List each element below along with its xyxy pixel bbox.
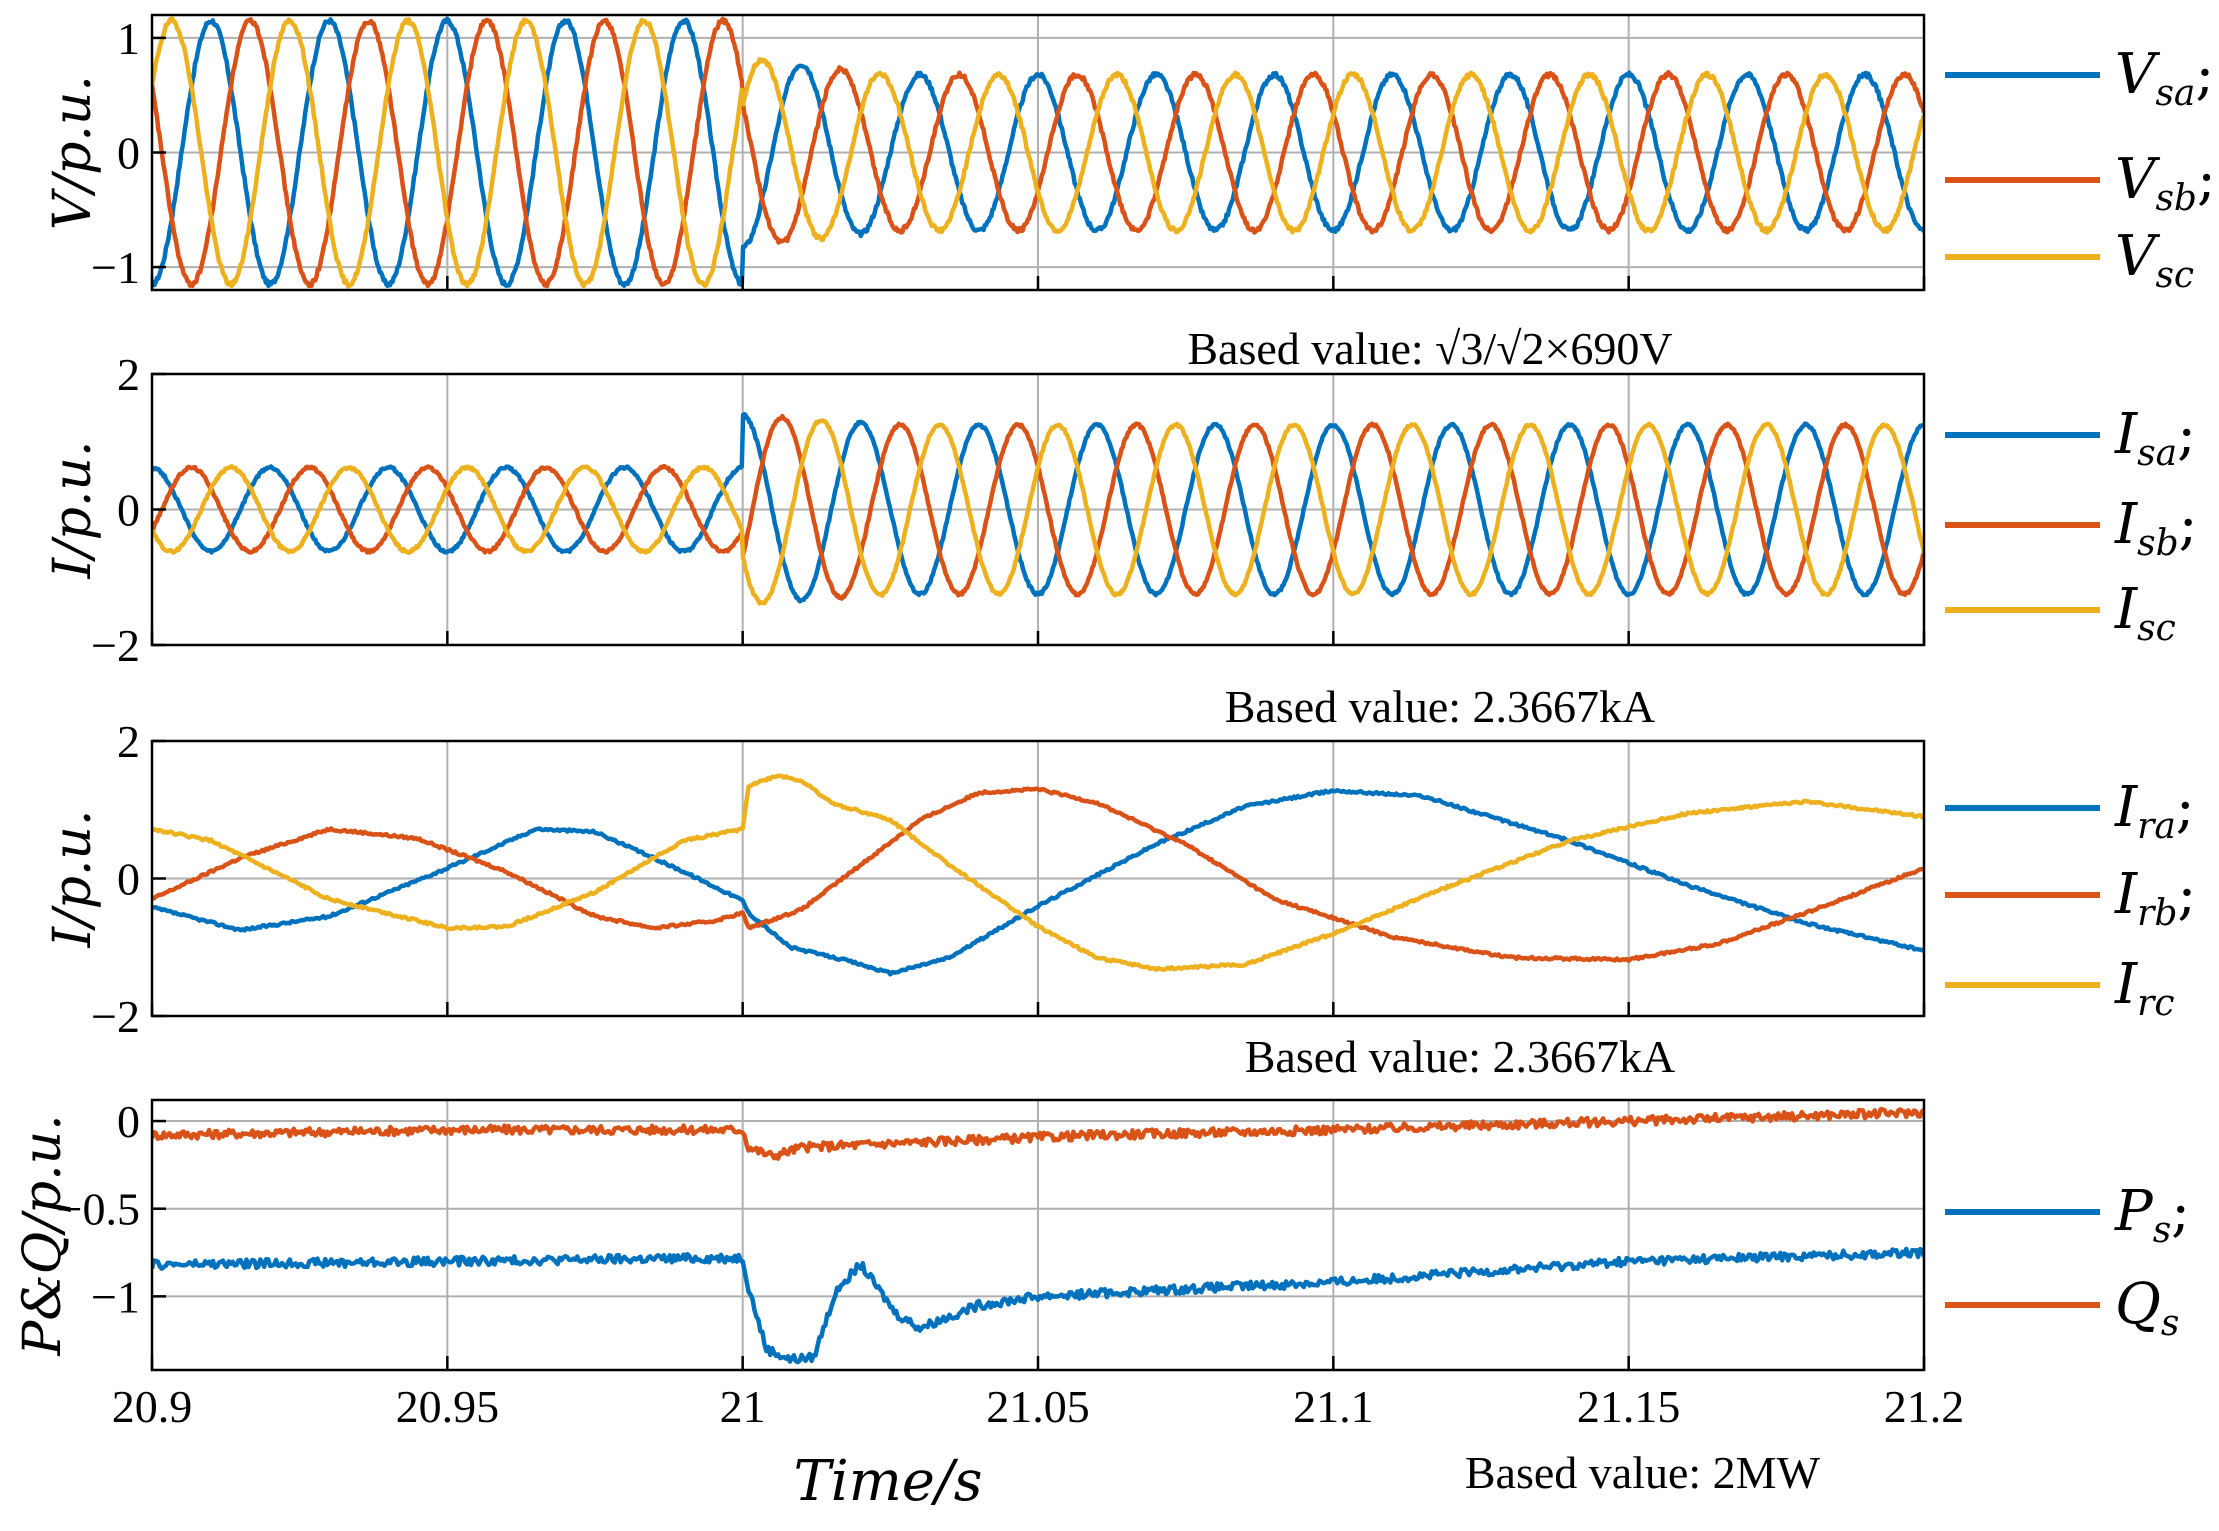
x-axis-label: Time/s (793, 1449, 982, 1514)
series-line-Isa (152, 411, 1924, 604)
base-value-annotation: Based value: √3/√2×690V (1187, 323, 1672, 374)
y-tick-label: 2 (117, 349, 140, 400)
series-line-Irb (152, 786, 1924, 964)
legend-label-Vsa: Vsa; (2115, 42, 2214, 114)
legend-label-Ps: Ps; (2114, 1179, 2190, 1251)
y-tick-label: 0 (117, 485, 140, 536)
base-value-annotation: Based value: 2.3667kA (1245, 1031, 1676, 1082)
legend-label-Isb: Isb; (2114, 492, 2198, 564)
legend-label-Isc: Isc (2114, 577, 2176, 649)
legend-label-Ira: Ira; (2114, 775, 2195, 847)
panel-phase-voltage: −1 0 1 V/p.u. Vsa; Vsb;Vsc Based value: √3/… (43, 13, 2216, 374)
legend: Ira; Irb; Irc (1945, 775, 2196, 1024)
y-tick-labels: −2 0 2 (91, 349, 1926, 671)
base-value-annotation: Based value: 2MW (1465, 1447, 1821, 1498)
legend: Isa; Isb; Isc (1945, 402, 2198, 649)
y-tick-label: 2 (117, 716, 140, 767)
x-tick-label: 21.1 (1293, 1381, 1374, 1432)
y-tick-label: −1 (91, 242, 140, 293)
series-line-Ps (152, 1246, 1924, 1365)
legend-label-Irc: Irc (2114, 952, 2175, 1024)
x-tick-label: 21 (720, 1381, 766, 1432)
series-line-Qs (152, 1106, 1924, 1161)
y-tick-label: 0 (117, 1096, 140, 1147)
series-line-Isc (152, 418, 1924, 606)
grid (151, 15, 1925, 290)
y-tick-label: 0 (117, 128, 140, 179)
series-line-Ira (152, 788, 1924, 977)
grid (151, 1100, 1925, 1370)
series-layer (152, 1106, 1924, 1365)
y-tick-label: −2 (91, 620, 140, 671)
series-layer (152, 773, 1924, 977)
series-layer (152, 411, 1924, 606)
x-tick-label: 20.9 (112, 1381, 193, 1432)
series-layer (152, 16, 1924, 289)
y-tick-label: −1 (91, 1271, 140, 1322)
legend: Vsa; Vsb;Vsc (1945, 42, 2216, 296)
y-axis-label: I/p.u. (43, 441, 103, 580)
y-axis-label: V/p.u. (43, 75, 103, 230)
series-line-Vsc (152, 16, 1924, 289)
y-axis-label: I/p.u. (43, 810, 103, 949)
base-value-annotation: Based value: 2.3667kA (1225, 681, 1656, 732)
y-tick-label: −0.5 (57, 1184, 140, 1235)
legend-label-Vsc: Vsc (2115, 224, 2194, 296)
legend-label-Irb: Irb; (2114, 862, 2196, 934)
panel-rotor-current: −2 0 2 I/p.u. Ira; Irb; Irc Based value: 2.3… (43, 716, 2196, 1082)
x-tick-label: 21.15 (1577, 1381, 1681, 1432)
series-line-Vsa (152, 16, 1924, 289)
y-tick-label: 0 (117, 854, 140, 905)
y-axis-label: P&Q/p.u. (13, 1114, 73, 1356)
x-tick-labels: 20.9 20.95 21 21.05 21.1 21.15 21.2 (112, 1381, 1965, 1432)
y-tick-label: −2 (91, 991, 140, 1042)
x-tick-label: 21.05 (986, 1381, 1090, 1432)
x-tick-label: 21.2 (1884, 1381, 1965, 1432)
panel-stator-current: −2 0 2 I/p.u. Isa; Isb; Isc Based value: 2.3… (43, 349, 2198, 732)
y-tick-labels: −1 −0.5 0 (57, 1096, 1926, 1370)
legend-label-Qs: Qs (2115, 1272, 2179, 1344)
x-tick-label: 20.95 (396, 1381, 500, 1432)
legend-label-Isa: Isa; (2114, 402, 2196, 474)
y-tick-label: 1 (117, 13, 140, 64)
y-tick-labels: −1 0 1 (91, 13, 1926, 293)
legend-label-Vsb: Vsb; (2115, 147, 2216, 219)
legend: Ps; Qs (1945, 1179, 2190, 1344)
y-tick-labels: −2 0 2 (91, 716, 1926, 1042)
series-line-Irc (152, 773, 1924, 973)
panel-power: −1 −0.5 0 20.9 20.95 21 21.05 21.1 21.15 21.2 P&… (13, 1096, 2190, 1514)
